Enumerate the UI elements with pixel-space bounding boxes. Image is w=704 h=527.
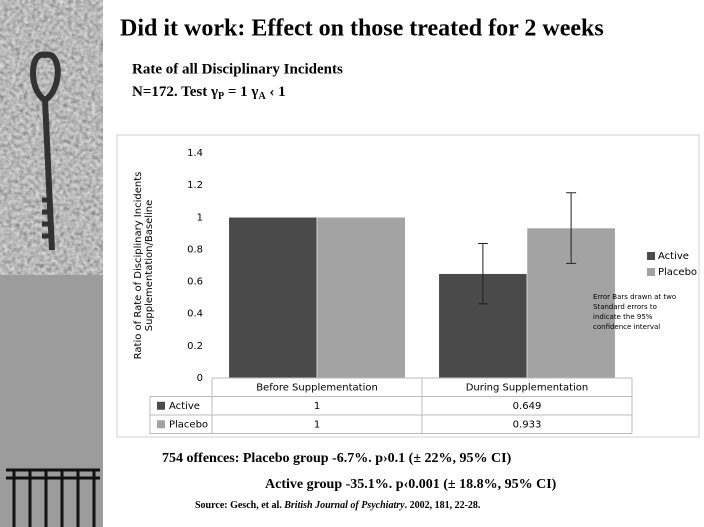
x-tick-label: During Supplementation: [466, 382, 589, 393]
test-sub: A: [258, 91, 266, 102]
y-tick-label: 0: [197, 373, 203, 384]
key-icon: [30, 51, 61, 251]
x-tick-label: Before Supplementation: [256, 382, 378, 393]
test-text: ‹ 1: [266, 84, 286, 100]
fence-icon: [6, 468, 100, 527]
table-value: 1: [314, 401, 320, 412]
y-tick-label: 1.4: [187, 148, 203, 159]
y-axis-label: Supplementation/Baseline: [144, 200, 155, 332]
table-legend-key: [157, 401, 165, 410]
legend-key: [647, 268, 655, 276]
footer-line: Active group -35.1%. p‹0.001 (± 18.8%, 9…: [265, 477, 557, 492]
test-line: N=172. Test γP = 1 γA ‹ 1: [132, 84, 286, 102]
footer-line: 754 offences: Placebo group -6.7%. p›0.1…: [162, 451, 512, 466]
y-tick-label: 1.2: [187, 180, 203, 191]
note: confidence interval: [593, 323, 660, 331]
legend-key: [647, 252, 655, 260]
slide-title: Did it work: Effect on those treated for…: [120, 16, 604, 42]
y-axis-label: Ratio of Rate of Disciplinary Incidents: [133, 172, 144, 360]
y-tick-label: 0.4: [187, 309, 203, 320]
test-sub: P: [218, 91, 224, 102]
legend-label: Placebo: [658, 267, 697, 278]
y-tick-label: 1: [197, 212, 203, 223]
y-tick-label: 0.8: [187, 244, 203, 255]
table-value: 0.649: [513, 401, 542, 412]
table-row-label: Active: [169, 401, 200, 412]
test-text: = 1 γ: [224, 84, 258, 100]
table-value: 1: [314, 419, 320, 430]
table-value: 0.933: [513, 419, 542, 430]
table-legend-key: [157, 420, 165, 429]
table-row-label: Placebo: [169, 419, 208, 430]
bar: [228, 217, 318, 379]
source: Source: Gesch, et al. British Journal of…: [195, 500, 481, 511]
legend-label: Active: [658, 251, 689, 262]
note: Error Bars drawn at two: [593, 293, 676, 301]
subtitle: Rate of all Disciplinary Incidents: [132, 61, 343, 77]
note: indicate the 95%: [593, 313, 653, 321]
source-text: . 2002, 181, 22-28.: [405, 500, 481, 511]
error-bar: [566, 192, 577, 264]
source-journal: British Journal of Psychiatry: [283, 500, 405, 511]
y-tick-label: 0.2: [187, 341, 203, 352]
error-bar: [477, 242, 488, 305]
chart: 0 0.2 0.4 0.6 0.8 1 1.2 1.4 Ratio of Rate of Dis…: [133, 148, 697, 434]
source-text: Source: Gesch, et al.: [195, 500, 284, 511]
y-tick-label: 0.6: [187, 277, 203, 288]
bar: [316, 217, 406, 379]
note: Standard errors to: [593, 303, 657, 311]
test-text: N=172. Test γ: [132, 84, 218, 100]
